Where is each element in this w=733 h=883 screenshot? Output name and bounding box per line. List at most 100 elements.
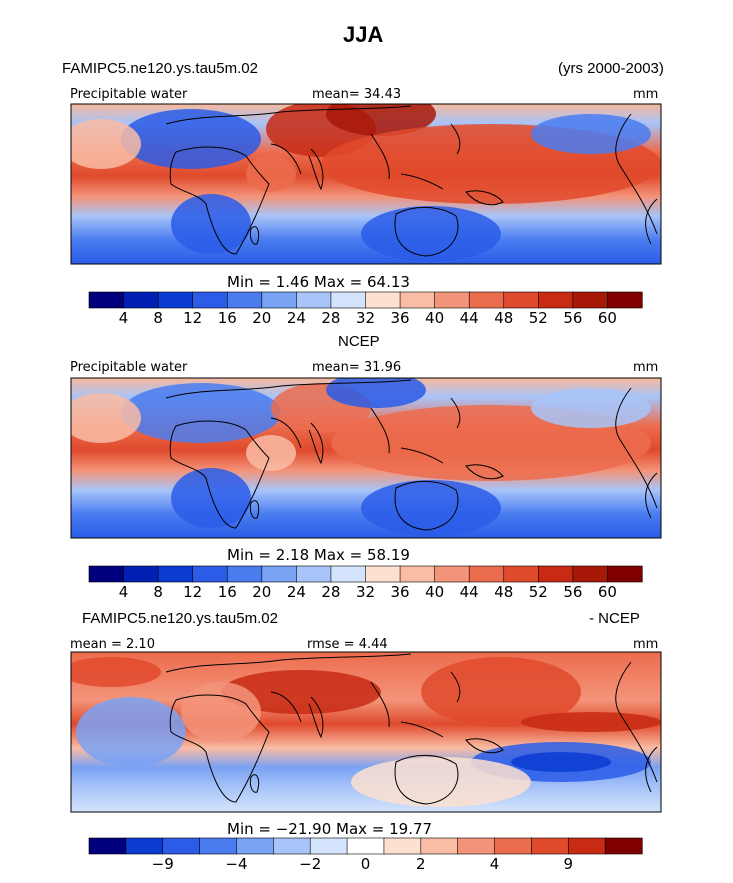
coastline [165,379,412,399]
colorbar-tick-label: 40 [425,583,445,601]
colorbar-tick-label: 20 [252,309,272,327]
colorbar-box [296,291,332,309]
colorbar-box [330,291,367,309]
panel3-map [70,651,662,813]
colorbar-tick-label: 20 [252,583,272,601]
coastline [165,105,412,125]
colorbar-tick-label: 24 [286,309,306,327]
panel2-map [70,377,662,539]
colorbar-box [572,565,609,583]
panel2-variable-label: Precipitable water [70,360,188,375]
field-region [171,194,251,254]
colorbar-box [192,565,228,583]
field-region [121,383,281,443]
panel3-colorbar [88,837,643,855]
map-frame [70,377,662,539]
coastline [450,671,461,703]
colorbar-box [538,291,574,309]
colorbar-tick-label: 4 [118,583,129,601]
coastline [394,206,459,257]
coastline [270,143,324,191]
colorbar-box [261,291,297,309]
colorbar-tick-label: 52 [528,309,548,327]
coastline [169,146,270,255]
colorbar-tick-label: 2 [416,855,426,873]
colorbar-box [157,291,194,309]
field-region [521,712,661,732]
field-region [71,393,141,443]
panel3-title-right: - NCEP [589,610,640,627]
panel2-colorbar [88,565,643,583]
field-region [511,752,611,772]
colorbar-tick-label: 32 [355,583,376,601]
coastline [370,407,444,464]
colorbar-tick-label: 52 [528,583,548,601]
field-region [531,114,651,154]
colorbar-tick-label: 8 [153,583,163,601]
panel3-colorbar-labels: −9 −4 −2 0 2 4 9 [89,855,642,875]
coastline [465,464,504,480]
coastline [370,681,444,738]
field-region [326,104,436,136]
colorbar-tick-label: 28 [321,309,341,327]
colorbar-box [226,291,263,309]
header-years: (yrs 2000-2003) [558,60,664,77]
coastline [645,746,658,793]
coastline [169,420,270,529]
coastline [370,133,444,190]
colorbar-box [162,837,201,855]
colorbar-box [199,837,238,855]
coastline [615,661,658,783]
colorbar-box [383,837,422,855]
coastline [169,694,270,803]
colorbar-tick-label: 8 [153,309,163,327]
coastline [249,226,260,245]
coastline [615,113,658,235]
colorbar-box [468,291,505,309]
colorbar-box [273,837,311,855]
panel1-min-max-label: Min = 1.46 Max = 64.13 [227,273,410,291]
colorbar-box [494,837,532,855]
field-region [361,480,501,536]
colorbar-tick-label: 48 [494,583,514,601]
colorbar-box [236,837,274,855]
panel2-units-label: mm [633,360,659,375]
panel2-colorbar-labels: 4 8 12 16 20 24 28 32 36 40 44 48 52 56 60 [89,583,642,603]
coastline [450,397,461,429]
panel1-colorbar-labels: 4 8 12 16 20 24 28 32 36 40 44 48 52 56 60 [89,309,642,329]
colorbar-box [346,837,385,855]
coastline [249,500,260,519]
colorbar-box [607,291,643,309]
header-case-name: FAMIPC5.ne120.ys.tau5m.02 [62,60,258,77]
coastline [394,480,459,531]
colorbar-tick-label: −4 [225,855,248,873]
colorbar-box [88,837,127,855]
coastline [465,738,504,754]
colorbar-tick-label: 56 [563,583,583,601]
colorbar-box [123,565,159,583]
colorbar-box [399,291,436,309]
colorbar-box [434,565,470,583]
coastline [165,653,412,673]
colorbar-box [192,291,228,309]
colorbar-tick-label: 44 [459,309,479,327]
panel3-min-max-label: Min = −21.90 Max = 19.77 [227,820,433,838]
colorbar-tick-label: 0 [360,855,371,873]
colorbar-box [365,565,401,583]
colorbar-box [468,565,505,583]
panel1-colorbar [88,291,643,309]
colorbar-box [607,565,643,583]
panel1-units-label: mm [633,87,659,102]
field-region [76,697,186,767]
colorbar-box [88,291,125,309]
field-region [421,657,581,727]
colorbar-tick-label: 32 [355,309,376,327]
colorbar-tick-label: 44 [459,583,479,601]
field-region [361,206,501,262]
colorbar-box [604,837,643,855]
colorbar-tick-label: 12 [183,309,203,327]
colorbar-tick-label: 36 [390,309,410,327]
field-region [351,757,531,807]
coastline [450,123,461,155]
panel3-rmse-label: rmse = 4.44 [307,637,388,652]
